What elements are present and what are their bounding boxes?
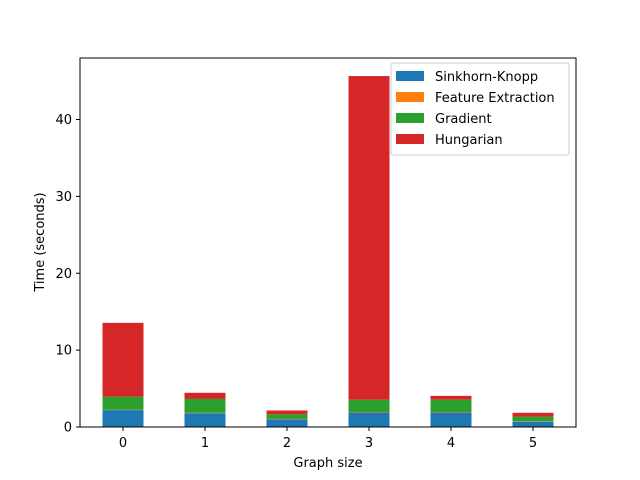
legend: Sinkhorn-Knopp Feature Extraction Gradient… [390, 62, 570, 156]
y-tick-label: 30 [55, 190, 72, 205]
x-tick-label: 2 [283, 436, 291, 451]
legend-swatch [396, 134, 424, 144]
bar-sinkhorn-knopp-4 [430, 412, 472, 427]
bar-gradient-4 [430, 399, 472, 413]
x-tick-label: 0 [119, 436, 127, 451]
bar-sinkhorn-knopp-0 [102, 410, 144, 427]
bar-hungarian-1 [184, 392, 226, 399]
legend-swatch [396, 92, 424, 102]
plot-frame [79, 57, 577, 428]
x-axis-label: Graph size [293, 456, 362, 471]
legend-swatch [396, 113, 424, 123]
bar-gradient-5 [512, 416, 554, 422]
x-tick-label: 1 [201, 436, 209, 451]
legend-label: Feature Extraction [435, 91, 555, 106]
bar-hungarian-4 [430, 395, 472, 400]
y-axis-ticks: 0 10 20 30 40 [55, 113, 80, 436]
legend-swatch [396, 71, 424, 81]
bar-sinkhorn-knopp-3 [348, 412, 390, 427]
x-tick-label: 5 [529, 436, 537, 451]
bar-hungarian-3 [348, 76, 390, 400]
bar-gradient-0 [102, 396, 144, 410]
bar-gradient-2 [266, 414, 308, 419]
y-tick-label: 10 [55, 344, 72, 359]
legend-label: Sinkhorn-Knopp [435, 70, 538, 85]
y-tick-label: 0 [64, 421, 72, 436]
bar-sinkhorn-knopp-1 [184, 413, 226, 427]
y-tick-label: 40 [55, 113, 72, 128]
x-tick-label: 3 [365, 436, 373, 451]
bar-sinkhorn-knopp-2 [266, 419, 308, 427]
bar-gradient-1 [184, 398, 226, 413]
bar-hungarian-5 [512, 412, 554, 417]
bar-sinkhorn-knopp-5 [512, 421, 554, 427]
bar-hungarian-0 [102, 322, 144, 397]
y-axis-label: Time (seconds) [33, 192, 48, 292]
legend-box [390, 62, 570, 156]
bars-layer [102, 76, 554, 427]
x-axis-ticks: 0 1 2 3 4 5 [119, 427, 537, 451]
legend-label: Hungarian [435, 133, 503, 148]
legend-label: Gradient [435, 112, 492, 127]
y-tick-label: 20 [55, 267, 72, 282]
x-tick-label: 4 [447, 436, 455, 451]
bar-gradient-3 [348, 399, 390, 413]
bar-hungarian-2 [266, 410, 308, 415]
